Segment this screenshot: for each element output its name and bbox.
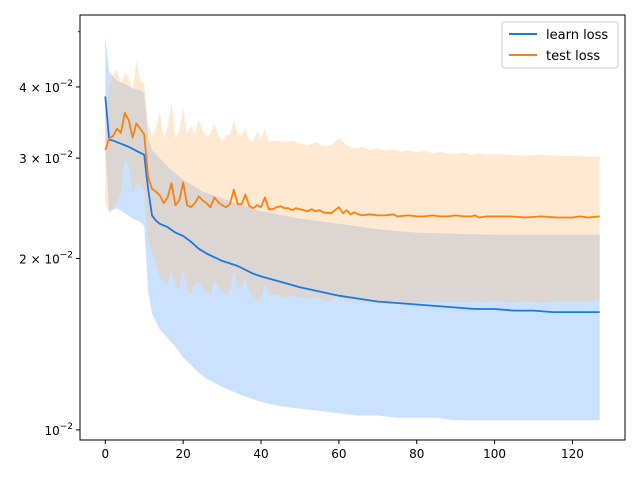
legend-entry: learn loss — [546, 28, 608, 43]
x-tick-label: 80 — [409, 447, 424, 461]
y-tick-label: 10−2 — [44, 422, 73, 438]
x-tick-label: 20 — [176, 447, 191, 461]
legend-entry: test loss — [546, 49, 600, 64]
y-axis: 10−2 2 × 10−2 3 × 10−2 4 × 10−2 — [19, 31, 80, 438]
x-axis: 0 20 40 60 80 100 120 — [101, 440, 584, 461]
y-tick-label: 3 × 10−2 — [19, 150, 73, 166]
y-tick-label: 2 × 10−2 — [19, 250, 73, 266]
x-tick-label: 120 — [561, 447, 584, 461]
y-tick-label: 4 × 10−2 — [19, 79, 73, 95]
x-tick-label: 100 — [483, 447, 506, 461]
line-learn-loss — [104, 96, 600, 314]
line-test-loss — [104, 112, 600, 219]
axes-frame — [79, 14, 626, 441]
x-tick-label: 40 — [253, 447, 268, 461]
confidence-bands — [105, 36, 600, 421]
series-lines — [104, 96, 600, 314]
x-tick-label: 0 — [101, 447, 109, 461]
band-learn-loss — [105, 36, 600, 421]
x-tick-label: 60 — [331, 447, 346, 461]
legend: learn loss test loss — [501, 21, 619, 69]
band-test-loss — [105, 60, 600, 303]
